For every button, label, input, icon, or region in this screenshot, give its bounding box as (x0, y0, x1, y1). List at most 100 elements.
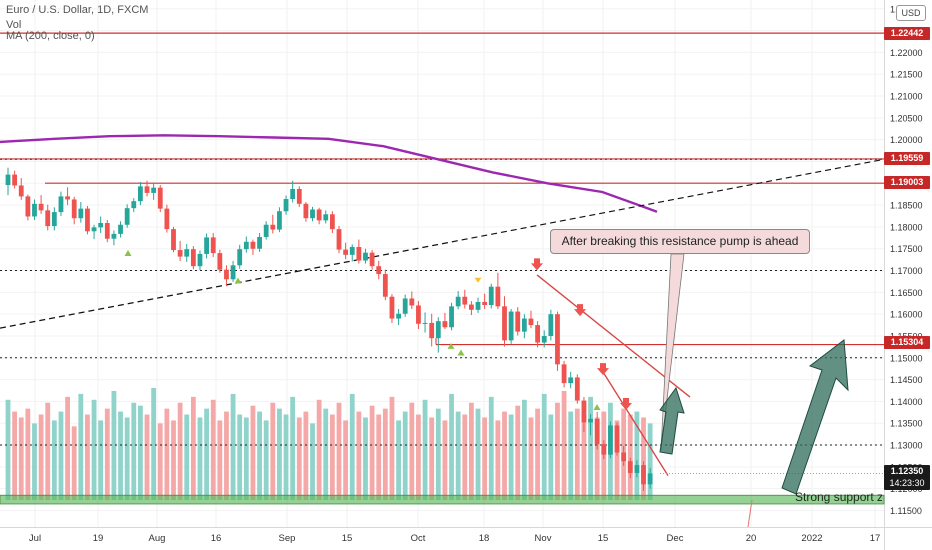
candle-body (144, 186, 150, 193)
candle-body (561, 364, 567, 384)
short-projection-arrow (659, 386, 685, 455)
candle-body (402, 298, 408, 314)
sell-signal-arrow (574, 304, 586, 317)
candle-body (363, 252, 368, 261)
candle-body (138, 186, 143, 202)
volume-bar (422, 399, 428, 500)
candle-body (277, 211, 282, 230)
time-tick-label: 15 (598, 533, 609, 544)
candle-body (316, 209, 322, 221)
volume-bar (555, 402, 560, 500)
ma-indicator-label[interactable]: MA (200, close, 0) (6, 30, 95, 42)
candle-body (641, 465, 646, 485)
candle-body (422, 322, 428, 324)
candle-body (32, 203, 37, 217)
resistance-callout: After breaking this resistance pump is a… (550, 229, 810, 254)
candle-body (416, 305, 421, 324)
volume-bars (5, 388, 653, 500)
candle-body (502, 306, 507, 341)
price-tick-label: 1.21500 (890, 70, 923, 80)
candle-body (91, 227, 97, 232)
time-tick-label: 17 (870, 533, 881, 544)
volume-bar (91, 399, 97, 500)
candle-body (85, 208, 90, 232)
candle-body (177, 250, 183, 257)
volume-indicator-label[interactable]: Vol (6, 19, 22, 31)
price-tick-label: 1.11500 (890, 506, 922, 516)
volume-bar (568, 411, 574, 500)
candle-body (455, 296, 461, 307)
volume-bar (51, 420, 57, 500)
candle-body (389, 296, 395, 319)
price-tick-label: 1.14500 (890, 375, 923, 385)
candle-body (310, 209, 315, 219)
volume-bar (32, 423, 37, 500)
moving-average (0, 134, 658, 213)
volume-bar (184, 414, 190, 500)
volume-bar (389, 396, 395, 500)
candle-body (462, 296, 468, 305)
sell-signal-arrow (531, 258, 543, 271)
price-badge-level-3: 1.19003 (884, 176, 930, 189)
price-tick-label: 1.16000 (890, 310, 923, 320)
volume-bar (257, 411, 262, 500)
volume-bar (356, 411, 362, 500)
volume-bar (336, 402, 342, 500)
candle-body (243, 241, 249, 250)
volume-bar (263, 420, 269, 500)
candle-body (369, 252, 375, 267)
volume-bar (475, 408, 481, 500)
candle-body (382, 274, 388, 297)
candle-body (555, 314, 560, 365)
candle-body (521, 318, 527, 332)
price-tick-label: 1.13500 (890, 419, 923, 429)
volume-bar (329, 414, 335, 500)
candle-body (343, 249, 349, 255)
candle-body (18, 185, 24, 197)
candle-body (157, 187, 163, 209)
time-tick-label: 15 (342, 533, 353, 544)
volume-bar (157, 423, 163, 500)
volume-bar (45, 402, 51, 500)
volume-bar (495, 420, 501, 500)
volume-bar (58, 411, 64, 500)
candle-body (250, 241, 256, 249)
candle-body (376, 266, 382, 275)
bar-countdown: 14:23:30 (884, 477, 930, 490)
volume-bar (574, 408, 580, 500)
candle-body (541, 335, 547, 343)
candle-body (78, 208, 84, 219)
time-tick-label: 19 (93, 533, 104, 544)
volume-bar (641, 417, 646, 500)
volume-bar (614, 420, 620, 500)
candle-body (45, 210, 51, 227)
candle-body (230, 265, 236, 280)
volume-bar (151, 388, 157, 500)
volume-bar (310, 423, 315, 500)
descending-resistance-line-2 (600, 368, 669, 476)
current-price-badge: 1.12350 (884, 465, 930, 478)
currency-button[interactable]: USD (896, 5, 926, 21)
candle-body (98, 223, 104, 228)
time-tick-label: Aug (149, 533, 166, 544)
candle-body (71, 199, 77, 219)
volume-bar (528, 417, 534, 500)
time-tick-label: Jul (29, 533, 41, 544)
price-tick-label: 1.17500 (890, 244, 923, 254)
volume-bar (290, 396, 296, 500)
volume-bar (237, 414, 243, 500)
volume-bar (224, 411, 229, 500)
candle-body (323, 214, 329, 221)
volume-bar (197, 417, 203, 500)
volume-bar (588, 396, 593, 500)
candle-body (449, 306, 454, 328)
candle-body (204, 237, 209, 254)
candle-body (283, 199, 289, 212)
volume-bar (190, 396, 196, 500)
candle-body (210, 237, 216, 254)
candle-body (488, 286, 494, 306)
time-axis: Jul 19 Aug 16 Sep 15 Oct 18 Nov 15 Dec 20 2022 17 (29, 533, 880, 544)
candle-body (151, 187, 157, 193)
volume-bar (455, 411, 461, 500)
